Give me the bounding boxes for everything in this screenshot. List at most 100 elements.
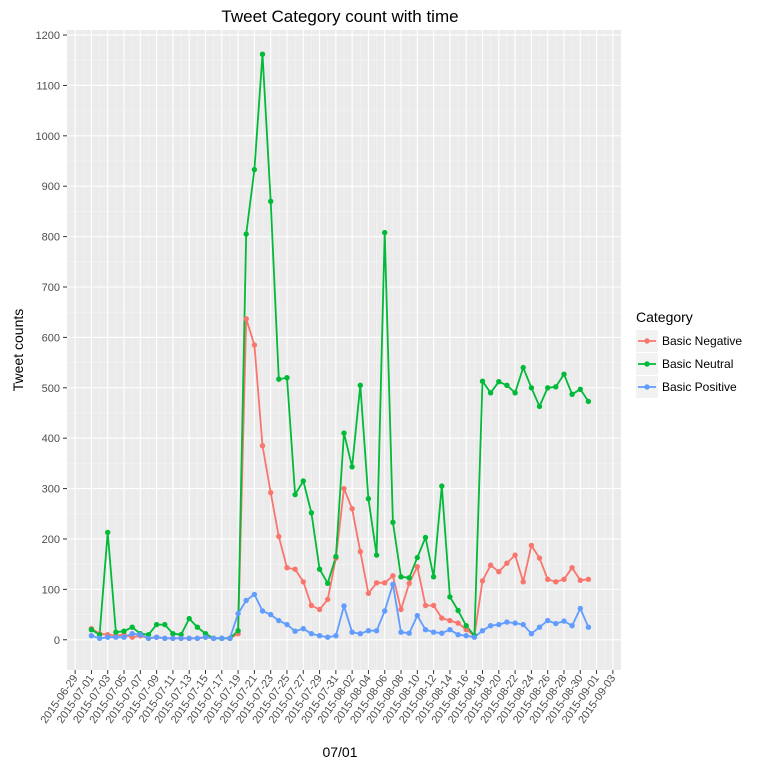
data-point <box>545 617 551 624</box>
data-point <box>186 635 192 641</box>
data-point <box>382 608 388 614</box>
y-tick-label: 700 <box>42 282 60 294</box>
data-point <box>284 565 290 571</box>
data-point <box>235 628 241 634</box>
data-point <box>325 580 331 586</box>
data-point <box>121 634 127 640</box>
data-point <box>210 635 217 641</box>
data-point <box>292 628 298 634</box>
data-point <box>259 51 266 57</box>
data-point <box>349 506 355 512</box>
legend: Category Basic Negative Basic Neutral Basi… <box>636 309 742 398</box>
data-point <box>553 384 559 390</box>
data-point <box>577 605 583 612</box>
data-point <box>308 510 315 516</box>
y-tick-label: 100 <box>42 584 60 596</box>
data-point <box>316 566 323 572</box>
data-point <box>300 626 306 632</box>
data-point <box>316 633 323 639</box>
data-point <box>504 382 510 388</box>
data-point <box>439 630 445 636</box>
data-point <box>585 624 592 630</box>
legend-key-point <box>644 384 650 390</box>
data-point <box>284 621 290 628</box>
data-point <box>528 631 535 637</box>
data-point <box>251 591 258 598</box>
data-point <box>170 631 176 637</box>
data-point <box>398 574 404 580</box>
data-point <box>96 635 103 641</box>
data-point <box>162 621 168 628</box>
legend-label: Basic Positive <box>662 380 737 394</box>
legend-key-point <box>644 338 650 344</box>
data-point <box>243 231 249 237</box>
data-point <box>422 627 429 633</box>
data-point <box>259 608 266 614</box>
data-point <box>569 391 575 397</box>
data-point <box>406 580 412 586</box>
x-axis-title: 07/01 <box>322 744 357 760</box>
data-point <box>422 602 429 609</box>
data-point <box>496 621 502 628</box>
data-point <box>333 633 339 639</box>
data-point <box>545 576 551 582</box>
data-point <box>553 579 559 585</box>
data-point <box>129 631 135 637</box>
data-point <box>447 617 453 624</box>
data-point <box>121 628 127 634</box>
data-point <box>447 594 453 600</box>
data-point <box>561 576 567 582</box>
legend-label: Basic Negative <box>662 334 742 348</box>
y-tick-label: 600 <box>42 332 60 344</box>
y-tick-label: 500 <box>42 383 60 395</box>
data-point <box>308 602 315 609</box>
data-point <box>88 627 95 633</box>
y-tick-label: 200 <box>42 534 60 546</box>
data-point <box>357 382 363 388</box>
data-point <box>373 552 380 558</box>
data-point <box>300 478 306 484</box>
data-point <box>439 483 445 489</box>
y-axis: 0 100 200 300 400 500 600 700 800 900 1000 1100 1200 <box>36 30 67 647</box>
data-point <box>479 578 486 584</box>
data-point <box>406 630 412 636</box>
data-point <box>341 485 347 492</box>
data-point <box>365 496 372 502</box>
data-point <box>520 579 526 585</box>
data-point <box>430 629 437 635</box>
data-point <box>536 624 543 630</box>
data-point <box>243 316 249 322</box>
data-point <box>333 553 339 560</box>
data-point <box>113 634 119 640</box>
data-point <box>463 623 469 629</box>
data-point <box>382 229 388 236</box>
data-point <box>268 198 274 204</box>
data-point <box>129 624 135 630</box>
data-point <box>577 577 583 583</box>
data-point <box>373 580 380 586</box>
data-point <box>414 612 420 619</box>
data-point <box>504 560 510 566</box>
data-point <box>398 606 404 613</box>
data-point <box>455 632 461 638</box>
data-point <box>341 430 347 436</box>
data-point <box>504 619 510 625</box>
data-point <box>365 628 372 634</box>
data-point <box>316 606 323 613</box>
data-point <box>268 489 274 496</box>
data-point <box>479 628 486 634</box>
data-point <box>545 385 551 391</box>
data-point <box>219 635 225 641</box>
data-point <box>341 603 347 609</box>
data-point <box>186 615 192 622</box>
y-tick-label: 0 <box>54 635 60 647</box>
data-point <box>455 620 461 626</box>
y-tick-label: 900 <box>42 181 60 193</box>
data-point <box>349 629 355 635</box>
data-point <box>430 574 437 580</box>
data-point <box>487 623 494 629</box>
data-point <box>373 628 380 634</box>
data-point <box>414 554 420 561</box>
data-point <box>528 542 535 549</box>
